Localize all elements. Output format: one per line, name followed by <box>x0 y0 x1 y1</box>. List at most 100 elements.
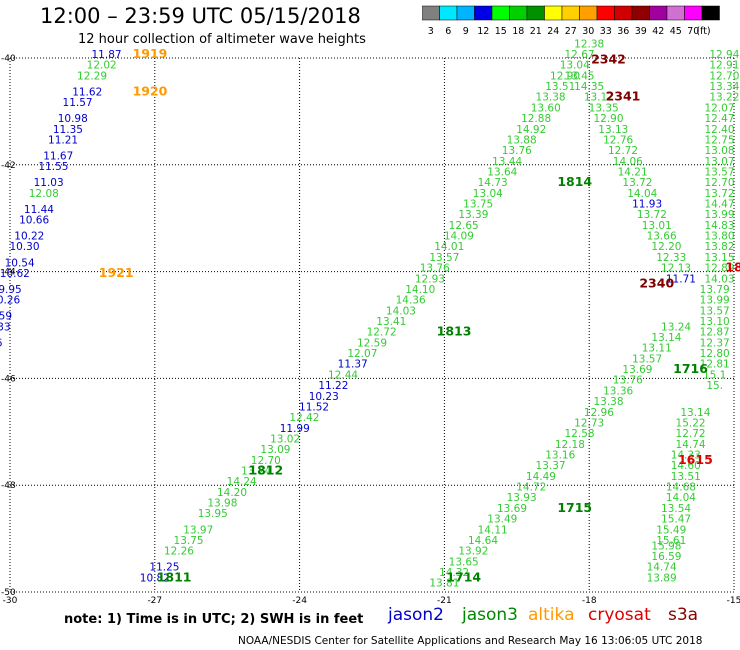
scale-swatch <box>701 5 720 21</box>
wave-height-value: 13.13 <box>598 124 628 136</box>
lon-tick-label: -18 <box>582 596 597 605</box>
wave-height-value: 16.59 <box>651 551 681 563</box>
wave-height-value: 12.80 <box>700 348 730 360</box>
wave-height-value: 12.08 <box>29 188 59 200</box>
wave-height-value: 13.82 <box>704 241 734 253</box>
wave-height-value: 12.94 <box>709 49 739 61</box>
wave-height-value: 13.57 <box>632 353 662 365</box>
wave-height-value: 13.51 <box>671 471 701 483</box>
wave-height-value: 10.30 <box>9 241 39 253</box>
lon-tick-label: -30 <box>3 596 18 605</box>
wave-height-value: 11.87 <box>92 49 122 61</box>
wave-height-value: 14.06 <box>613 156 643 168</box>
wave-height-value: 10.98 <box>58 113 88 125</box>
wave-height-value: 12.18 <box>555 439 585 451</box>
wave-height-value: 14.21 <box>618 166 648 178</box>
wave-height-value: 14.32 <box>439 567 469 579</box>
wave-height-value: 14.73 <box>478 177 508 189</box>
wave-height-value: 11.62 <box>72 86 102 98</box>
lat-tick-label: -44 <box>1 268 16 278</box>
wave-height-value: 13.51 <box>545 81 575 93</box>
wave-height-value: 13.76 <box>502 145 532 157</box>
wave-height-value: 14.11 <box>478 524 508 536</box>
wave-height-value: 14.68 <box>666 482 696 494</box>
wave-height-value: 12.13 <box>661 263 691 275</box>
wave-height-value: 11.44 <box>24 204 54 216</box>
wave-height-value: 13.37 <box>536 460 566 472</box>
wave-height-value: 15.61 <box>656 535 686 547</box>
wave-height-value: 13.57 <box>700 305 730 317</box>
wave-height-value: 13.09 <box>260 444 290 456</box>
wave-height-value: 12.02 <box>87 60 117 72</box>
wave-height-value: 12.93 <box>415 273 445 285</box>
wave-height-value: 11.25 <box>149 562 179 574</box>
scale-label: 18 <box>512 26 524 37</box>
wave-height-value: 9.59 <box>0 311 12 323</box>
scale-label: 45 <box>670 26 682 37</box>
wave-height-value: 13.69 <box>622 364 652 376</box>
wave-height-value: 13.14 <box>651 332 681 344</box>
scale-label: 70 <box>687 26 699 37</box>
wave-height-value: 13.22 <box>709 92 739 104</box>
wave-height-value: 13.38 <box>593 396 623 408</box>
wave-height-value: 13.65 <box>449 556 479 568</box>
wave-height-value: 11.52 <box>299 401 329 413</box>
wave-height-value: 13.15 <box>704 252 734 264</box>
wave-height-value: 12.59 <box>357 337 387 349</box>
wave-height-value: 13.72 <box>637 209 667 221</box>
wave-height-value: 14.24 <box>227 476 257 488</box>
wave-height-value: 13.76 <box>420 263 450 275</box>
scale-label: 12 <box>477 26 489 37</box>
wave-height-value: 13.12 <box>584 92 614 104</box>
wave-height-value: 13.66 <box>647 231 677 243</box>
wave-height-value: 14.03 <box>704 273 734 285</box>
lat-tick-label: -48 <box>1 481 16 491</box>
credit-line: NOAA/NESDIS Center for Satellite Applica… <box>238 635 703 647</box>
wave-height-value: 12.07 <box>347 348 377 360</box>
pass-time-label: 1811 <box>157 569 192 584</box>
pass-time-label: 2340 <box>639 276 674 291</box>
wave-height-value: 13.14 <box>680 407 710 419</box>
lon-tick-label: -27 <box>147 596 162 605</box>
wave-height-value: 14.74 <box>676 439 706 451</box>
wave-height-value: 13.89 <box>647 572 677 584</box>
wave-height-value: 13.60 <box>531 102 561 114</box>
wave-height-value: 12.33 <box>656 252 686 264</box>
wave-height-value: 12.89 <box>704 263 734 275</box>
wave-height-value: 12.90 <box>593 113 623 125</box>
wave-height-value: 14.47 <box>704 199 734 211</box>
wave-height-value: 12.73 <box>574 417 604 429</box>
wave-height-value: 13.24 <box>661 321 691 333</box>
scale-label: 33 <box>600 26 612 37</box>
scale-unit: (ft) <box>696 26 710 37</box>
wave-height-value: 11.55 <box>38 161 68 173</box>
wave-height-value: 13.69 <box>497 503 527 515</box>
wave-height-value: 10.22 <box>14 231 44 243</box>
scale-label: 24 <box>547 26 559 37</box>
satellite-legend-altika: altika <box>528 605 575 625</box>
wave-height-value: 13.34 <box>709 81 739 93</box>
wave-height-value: 13.99 <box>704 209 734 221</box>
wave-height-value: 13.45 <box>565 70 595 82</box>
wave-height-value: 14.04 <box>666 492 696 504</box>
wave-height-value: 12.07 <box>704 102 734 114</box>
wave-height-value: 13.08 <box>704 145 734 157</box>
wave-height-value: 14.33 <box>671 450 701 462</box>
wave-height-value: 11.37 <box>338 359 368 371</box>
wave-height-value: 13.98 <box>207 498 237 510</box>
pass-time-labels: 1919 1920 1921 1811 1812 1813 1814 1714 1715 1716… <box>99 46 740 584</box>
wave-height-value: 11.71 <box>666 273 696 285</box>
satellite-legend-jason3: jason3 <box>462 605 518 625</box>
wave-height-value: 14.10 <box>405 284 435 296</box>
wave-height-value: 12.40 <box>704 124 734 136</box>
scale-label: 3 <box>428 26 434 37</box>
lon-tick-label: -15 <box>727 596 740 605</box>
wave-height-value: 13.02 <box>270 433 300 445</box>
wave-height-value: 13.10 <box>700 316 730 328</box>
wave-height-value: 11.22 <box>318 380 348 392</box>
wave-height-value: 14.60 <box>671 460 701 472</box>
wave-height-value: 12.81 <box>700 359 730 371</box>
pass-time-label: 1920 <box>133 83 168 98</box>
satellite-legend-s3a: s3a <box>668 605 699 625</box>
